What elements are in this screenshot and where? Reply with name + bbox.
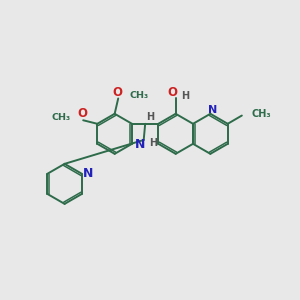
Text: CH₃: CH₃ (51, 113, 70, 122)
Text: O: O (167, 86, 177, 99)
Text: H: H (149, 138, 157, 148)
Text: N: N (135, 138, 146, 151)
Text: N: N (83, 167, 93, 180)
Text: H: H (181, 91, 189, 100)
Text: O: O (112, 86, 123, 99)
Text: CH₃: CH₃ (130, 91, 149, 100)
Text: O: O (78, 107, 88, 120)
Text: H: H (146, 112, 154, 122)
Text: N: N (208, 105, 217, 115)
Text: CH₃: CH₃ (251, 110, 271, 119)
